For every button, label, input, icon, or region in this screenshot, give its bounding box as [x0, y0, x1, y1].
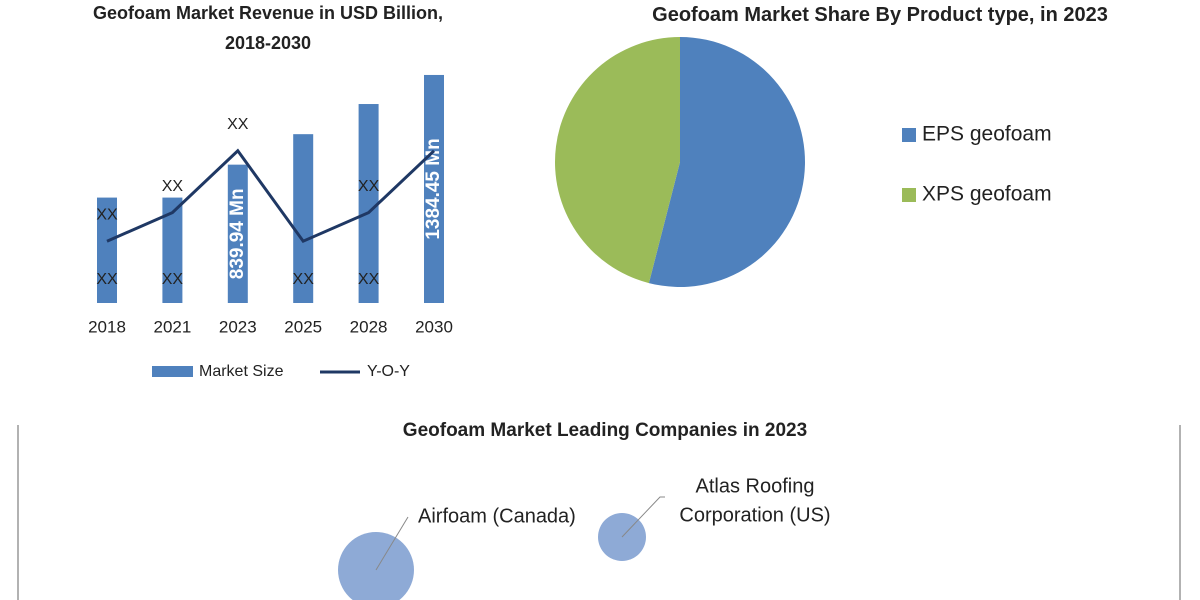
- company-label: Airfoam (Canada): [418, 505, 576, 527]
- leader-line: [621, 496, 665, 538]
- bar-value-label: XX: [293, 271, 315, 288]
- company-label: Atlas Roofing: [696, 475, 815, 497]
- legend-label: XPS geofoam: [922, 183, 1052, 206]
- bar-chart-title: Geofoam Market Revenue in USD Billion, 2…: [92, 3, 444, 53]
- pie-slice: [648, 37, 805, 287]
- bar: [424, 74, 444, 303]
- line-value-label: XX: [96, 206, 118, 223]
- legend-label: Y-O-Y: [367, 363, 410, 380]
- legend-label: Market Size: [199, 363, 284, 380]
- pie-chart-title: Geofoam Market Share By Product type, in…: [652, 4, 1108, 26]
- legend-label: EPS geofoam: [922, 123, 1052, 146]
- x-tick-label: 2021: [153, 317, 191, 336]
- legend-swatch: [152, 366, 193, 377]
- bar: [97, 197, 117, 303]
- yoy-line: [106, 148, 436, 244]
- bar-value-label: XX: [162, 271, 184, 288]
- bar-value-label: XX: [96, 271, 118, 288]
- bar: [358, 104, 379, 303]
- bar-value-label: 1384.45 Mn: [423, 138, 444, 239]
- line-value-label: XX: [358, 178, 380, 195]
- legend-swatch: [902, 188, 916, 202]
- line-value-label: XX: [162, 178, 184, 195]
- companies-title: Geofoam Market Leading Companies in 2023: [402, 420, 808, 441]
- bar: [293, 134, 314, 303]
- line-value-label: XX: [227, 116, 249, 133]
- x-tick-label: 2025: [284, 317, 322, 336]
- x-tick-label: 2023: [219, 317, 257, 336]
- bar-value-label: XX: [358, 271, 380, 288]
- company-label: Corporation (US): [679, 504, 830, 526]
- bar: [227, 164, 248, 303]
- x-tick-label: 2028: [350, 317, 388, 336]
- leader-line: [375, 516, 409, 571]
- x-tick-label: 2030: [415, 317, 453, 336]
- bar: [162, 197, 183, 303]
- legend-swatch: [902, 128, 916, 142]
- company-bubble: [338, 532, 414, 600]
- x-tick-label: 2018: [88, 317, 126, 336]
- bar-value-label: 839.94 Mn: [227, 188, 248, 279]
- pie-slice: [555, 37, 680, 284]
- frame: [17, 425, 1181, 600]
